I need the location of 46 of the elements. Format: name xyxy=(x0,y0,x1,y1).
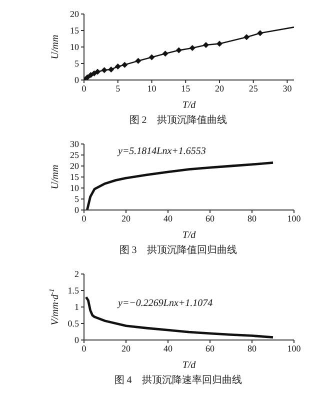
y-tick-label: 15 xyxy=(70,172,80,182)
x-axis-title: T/d xyxy=(182,100,197,111)
text: 图 2 拱顶沉降值曲线 xyxy=(129,115,227,126)
x-tick-label: 10 xyxy=(147,83,157,94)
annotation: y=5.1814Lnx+1.6553 xyxy=(118,146,206,157)
x-axis-title: T/d xyxy=(182,230,197,241)
y-tick-label: 0 xyxy=(74,335,80,346)
x-tick-label: 80 xyxy=(248,343,257,354)
y-tick-label: 20 xyxy=(70,161,80,172)
y-tick-label: 10 xyxy=(70,42,80,52)
text: 图 4 拱顶沉降速率回归曲线 xyxy=(114,375,242,386)
y-tick-label: 30 xyxy=(70,139,80,150)
x-tick-label: 25 xyxy=(248,83,258,94)
x-tick-label: 20 xyxy=(214,83,224,94)
y-tick-label: 1 xyxy=(74,302,79,312)
y-tick-label: 10 xyxy=(70,183,80,194)
x-tick-label: 80 xyxy=(248,213,257,224)
y-tick-label: 5 xyxy=(74,58,80,69)
x-tick-label: 0 xyxy=(82,213,87,224)
x-tick-label: 5 xyxy=(116,83,121,94)
x-tick-label: 15 xyxy=(181,83,191,94)
y-tick-label: 20 xyxy=(70,9,80,20)
y-axis-title: U/mm xyxy=(50,34,61,60)
x-tick-label: 40 xyxy=(164,213,173,224)
y-tick-label: 0 xyxy=(74,75,80,86)
x-axis-title: T/d xyxy=(182,360,197,371)
x-tick-label: 20 xyxy=(122,213,131,224)
x-tick-label: 30 xyxy=(282,83,292,94)
x-tick-label: 20 xyxy=(122,343,131,354)
y-axis-title: U/mm xyxy=(50,164,61,190)
x-tick-label: 60 xyxy=(206,343,215,354)
x-tick-label: 0 xyxy=(82,83,87,94)
y-tick-label: 0 xyxy=(74,205,80,216)
x-tick-label: 60 xyxy=(206,213,215,224)
x-tick-label: 40 xyxy=(164,343,173,354)
x-tick-label: 100 xyxy=(287,213,302,224)
text: 图 3 拱顶沉降值回归曲线 xyxy=(119,245,237,256)
x-tick-label: 0 xyxy=(82,343,87,354)
y-tick-label: 25 xyxy=(70,150,80,160)
y-tick-label: 0.5 xyxy=(68,318,80,329)
y-tick-label: 5 xyxy=(74,194,80,204)
annotation: y=−0.2269Lnx+1.1074 xyxy=(118,298,213,309)
y-tick-label: 15 xyxy=(70,26,80,36)
y-tick-label: 1.5 xyxy=(68,286,80,296)
x-tick-label: 100 xyxy=(287,343,302,354)
y-tick-label: 2 xyxy=(74,269,79,280)
